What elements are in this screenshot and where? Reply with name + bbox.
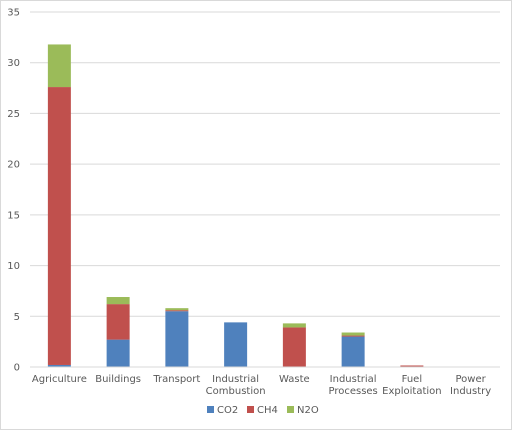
y-tick-label: 35 xyxy=(7,8,20,19)
bar-stack xyxy=(282,323,306,367)
x-category-label: Waste xyxy=(279,374,310,385)
bar-segment-ch4 xyxy=(400,365,424,367)
x-category-label-line: Exploitation xyxy=(382,386,441,397)
gridlines xyxy=(30,11,500,317)
x-category-label-line: Fuel xyxy=(402,374,422,385)
bar-stack xyxy=(224,322,248,367)
x-category-label-line: Industrial xyxy=(212,374,259,385)
x-axis-category-labels: Agriculture Buildings Transport Industrial C… xyxy=(32,374,491,397)
bar-segment-ch4 xyxy=(47,87,71,365)
legend-label-co2: CO2 xyxy=(217,405,238,416)
x-category-label: Power Industry xyxy=(450,374,491,397)
legend-swatch-co2 xyxy=(207,406,214,413)
legend-label-n2o: N2O xyxy=(297,405,319,416)
x-category-label: Transport xyxy=(152,374,200,385)
bar-segment-co2 xyxy=(165,311,189,367)
y-axis-tick-labels: 0 5 10 15 20 25 30 35 xyxy=(7,8,20,374)
bar-segment-n2o xyxy=(106,297,130,305)
bar-segment-ch4 xyxy=(341,335,365,337)
bar-stack xyxy=(165,308,189,367)
x-category-label-line: Transport xyxy=(152,374,200,385)
x-category-label: Buildings xyxy=(95,374,141,385)
bar-stack xyxy=(47,44,71,367)
bar-stack xyxy=(341,332,365,367)
legend-label-ch4: CH4 xyxy=(257,405,278,416)
bar-segment-ch4 xyxy=(165,310,189,312)
bar-segment-n2o xyxy=(47,44,71,88)
x-category-label: Agriculture xyxy=(32,374,87,385)
x-category-label: Industrial Combustion xyxy=(206,374,266,397)
y-tick-label: 20 xyxy=(7,160,20,171)
bar-stack xyxy=(106,297,130,367)
y-tick-label: 0 xyxy=(14,363,20,374)
bar-segment-n2o xyxy=(282,323,306,328)
y-tick-label: 25 xyxy=(7,109,20,120)
bar-segment-co2 xyxy=(47,364,71,367)
legend-swatch-n2o xyxy=(287,406,294,413)
bar-segment-co2 xyxy=(106,339,130,367)
legend-swatch-ch4 xyxy=(247,406,254,413)
x-category-label-line: Waste xyxy=(279,374,310,385)
y-tick-label: 10 xyxy=(7,261,20,272)
x-category-label-line: Agriculture xyxy=(32,374,87,385)
y-tick-label: 30 xyxy=(7,58,20,69)
legend: CO2 CH4 N2O xyxy=(207,405,319,416)
x-category-label: Industrial Processes xyxy=(328,374,377,397)
bar-segment-n2o xyxy=(341,332,365,336)
bar-segment-ch4 xyxy=(282,327,306,367)
bar-segment-co2 xyxy=(341,336,365,367)
x-category-label-line: Buildings xyxy=(95,374,141,385)
bar-segment-co2 xyxy=(224,322,248,367)
x-category-label-line: Power xyxy=(456,374,487,385)
x-category-label: Fuel Exploitation xyxy=(382,374,441,397)
y-tick-label: 15 xyxy=(7,210,20,221)
bar-stacks xyxy=(47,44,424,367)
x-category-label-line: Industry xyxy=(450,386,491,397)
bar-segment-ch4 xyxy=(106,304,130,340)
y-tick-label: 5 xyxy=(14,312,20,323)
x-category-label-line: Industrial xyxy=(330,374,377,385)
x-category-label-line: Combustion xyxy=(206,386,266,397)
x-category-label-line: Processes xyxy=(328,386,377,397)
bar-segment-n2o xyxy=(165,308,189,311)
bar-stack xyxy=(400,365,424,367)
